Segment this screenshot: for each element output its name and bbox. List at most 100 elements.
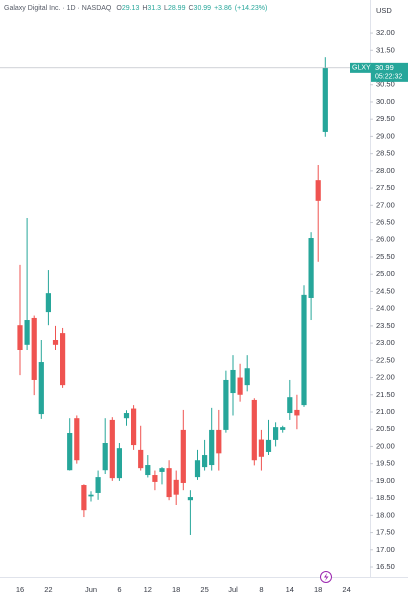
candle-body: [230, 369, 236, 394]
candle-body: [67, 433, 73, 471]
y-tick-label: 30.50: [376, 80, 395, 89]
legend-header: Galaxy Digital Inc. · 1D · NASDAQ O 29.13…: [4, 5, 267, 12]
candle-body: [294, 409, 300, 416]
candle-body: [258, 439, 264, 457]
candle-body: [123, 413, 130, 419]
countdown: 05:22:32: [375, 74, 402, 81]
ohlc-prefix: C: [188, 5, 193, 12]
candle-body: [244, 368, 250, 386]
x-tick-label: 25: [200, 585, 208, 594]
candle-body: [52, 339, 59, 345]
candle-body: [202, 455, 208, 468]
candle-body: [159, 468, 165, 472]
candle-body: [102, 442, 108, 471]
candle-body: [95, 477, 101, 493]
candle-body: [194, 460, 201, 478]
candle-body: [88, 494, 94, 497]
change-percent: (+14.23%): [235, 5, 268, 12]
y-tick-label: 17.00: [376, 545, 395, 554]
symbol-badge-label: GLXY: [352, 65, 371, 72]
y-tick-label: 18.00: [376, 510, 395, 519]
time-axis: 16 22 Jun 6 12 18 25 Jul 8 14 18 24: [16, 585, 351, 594]
y-tick-label: 20.00: [376, 441, 395, 450]
candle-body: [209, 429, 215, 466]
candle-body: [308, 238, 314, 298]
x-tick-label: Jul: [228, 585, 238, 594]
symbol-badge: [350, 62, 371, 73]
y-tick-label: 19.50: [376, 459, 395, 468]
candle-body: [17, 325, 23, 350]
candle-body: [60, 333, 66, 386]
candle-body: [24, 320, 30, 345]
candles: [17, 57, 328, 535]
candle-body: [152, 475, 158, 482]
x-tick-label: 6: [117, 585, 121, 594]
x-tick-label: 24: [342, 585, 350, 594]
y-tick-label: 29.50: [376, 114, 395, 123]
candle-body: [45, 293, 51, 313]
price-badge-value: 30.99: [375, 63, 394, 72]
candle-body: [223, 379, 229, 430]
candle-body: [180, 429, 186, 483]
candle-body: [138, 449, 144, 469]
y-tick-label: 19.00: [376, 476, 395, 485]
y-tick-label: 31.50: [376, 45, 395, 54]
y-tick-label: 21.50: [376, 390, 395, 399]
y-tick-label: 26.50: [376, 218, 395, 227]
y-tick-label: 27.00: [376, 200, 395, 209]
y-tick-label: 16.50: [376, 562, 395, 571]
candle-body: [280, 427, 286, 430]
y-tick-label: 21.00: [376, 407, 395, 416]
lightning-icon: [324, 573, 329, 581]
candle-body: [237, 377, 243, 395]
candle-body: [187, 497, 193, 501]
y-tick-label: 23.50: [376, 321, 395, 330]
y-tick-label: 22.50: [376, 355, 395, 364]
candle-body: [287, 397, 293, 414]
candle-body: [145, 465, 151, 476]
candle-body: [74, 418, 80, 461]
symbol-title: Galaxy Digital Inc. · 1D · NASDAQ: [4, 5, 112, 12]
ohlc-value: 31.3: [147, 5, 161, 12]
y-tick-label: 27.50: [376, 183, 395, 192]
candle-body: [173, 479, 179, 495]
ohlc-prefix: O: [116, 5, 122, 12]
y-tick-label: 26.00: [376, 235, 395, 244]
x-tick-label: 18: [314, 585, 322, 594]
candle-body: [38, 362, 44, 415]
y-tick-label: 28.00: [376, 166, 395, 175]
y-tick-label: 30.00: [376, 97, 395, 106]
candle-body: [265, 439, 272, 452]
y-tick-label: 23.00: [376, 338, 395, 347]
y-tick-label: 20.50: [376, 424, 395, 433]
candle-body: [301, 294, 307, 406]
y-tick-label: 22.00: [376, 373, 395, 382]
x-tick-label: Jun: [85, 585, 97, 594]
x-tick-label: 16: [16, 585, 24, 594]
ohlc-value: 30.99: [194, 5, 212, 12]
change-value: +3.86: [214, 5, 232, 12]
candle-body: [81, 485, 87, 511]
candle-body: [116, 448, 122, 479]
x-tick-label: 14: [286, 585, 294, 594]
y-tick-label: 18.50: [376, 493, 395, 502]
candle-body: [315, 180, 321, 201]
y-tick-label: 29.00: [376, 131, 395, 140]
y-tick-label: 25.50: [376, 252, 395, 261]
y-tick-label: 32.00: [376, 28, 395, 37]
candle-body: [31, 317, 37, 380]
candle-body: [273, 427, 279, 440]
candle-body: [166, 468, 172, 498]
ohlc-value: 29.13: [122, 5, 140, 12]
ohlc-prefix: H: [142, 5, 147, 12]
candle-body: [322, 67, 328, 132]
price-badge: [371, 62, 408, 82]
y-tick-label: 24.50: [376, 286, 395, 295]
x-tick-label: 12: [144, 585, 152, 594]
x-tick-label: 18: [172, 585, 180, 594]
x-tick-label: 22: [44, 585, 52, 594]
ohlc-prefix: L: [164, 5, 168, 12]
y-tick-label: 28.50: [376, 149, 395, 158]
